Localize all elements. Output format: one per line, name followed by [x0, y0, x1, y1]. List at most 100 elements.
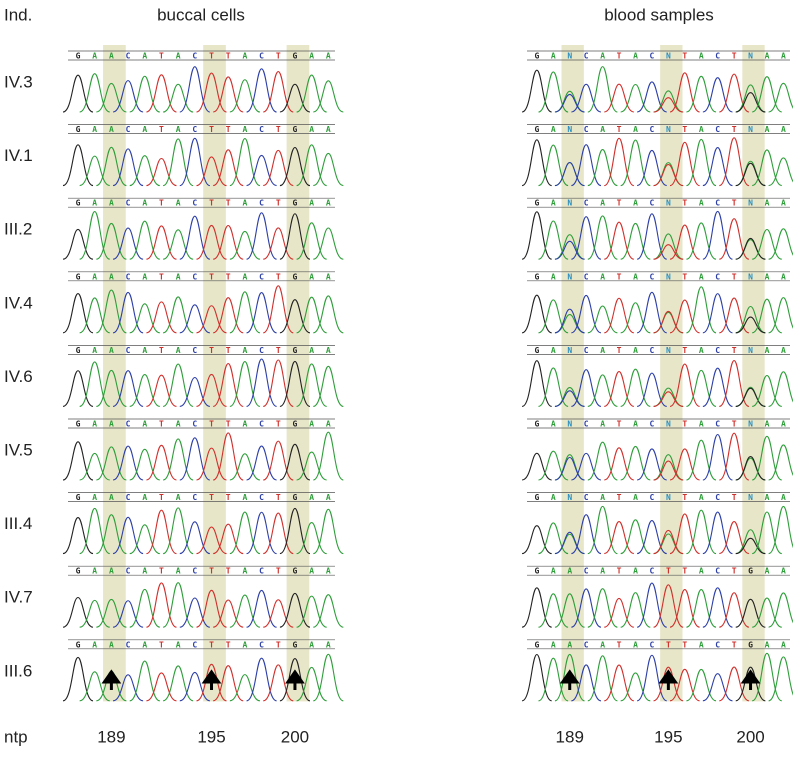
- peak: [554, 456, 585, 481]
- base-call: N: [567, 272, 572, 281]
- base-call: T: [159, 420, 164, 429]
- peak: [669, 668, 700, 702]
- peak: [79, 361, 110, 407]
- base-call: A: [765, 52, 770, 61]
- base-call: A: [242, 493, 247, 502]
- base-call: A: [326, 640, 331, 649]
- peak: [96, 369, 127, 407]
- peak: [735, 529, 766, 555]
- peak: [571, 216, 602, 260]
- base-call: C: [126, 640, 131, 649]
- base-call: A: [633, 199, 638, 208]
- peak: [735, 92, 766, 113]
- base-call: A: [92, 272, 97, 281]
- base-call: G: [293, 125, 298, 134]
- base-call: C: [584, 52, 589, 61]
- base-call: A: [781, 493, 786, 502]
- base-call: G: [76, 640, 81, 649]
- base-call: A: [92, 420, 97, 429]
- peak: [669, 589, 700, 628]
- peak: [702, 293, 733, 334]
- base-call: C: [192, 199, 197, 208]
- base-call: C: [259, 272, 264, 281]
- base-call: A: [109, 199, 114, 208]
- base-call: T: [159, 199, 164, 208]
- peak: [538, 657, 569, 702]
- base-call: T: [682, 346, 687, 355]
- peak: [162, 665, 194, 702]
- base-call: A: [781, 640, 786, 649]
- base-call: C: [126, 420, 131, 429]
- base-call: G: [76, 125, 81, 134]
- base-call: T: [617, 272, 622, 281]
- base-call: C: [715, 346, 720, 355]
- base-call: C: [259, 493, 264, 502]
- base-call: A: [176, 125, 181, 134]
- base-call: A: [242, 125, 247, 134]
- peak: [604, 447, 635, 481]
- base-call: A: [781, 272, 786, 281]
- peak: [768, 82, 793, 113]
- peak: [571, 664, 602, 702]
- peak: [162, 229, 194, 260]
- peak: [653, 244, 684, 260]
- base-call: A: [765, 346, 770, 355]
- base-call: A: [600, 125, 605, 134]
- base-call: A: [309, 346, 314, 355]
- base-call: A: [699, 199, 704, 208]
- base-call: A: [600, 567, 605, 576]
- peak: [313, 227, 344, 260]
- peak: [146, 374, 177, 407]
- base-call: A: [781, 420, 786, 429]
- peak: [62, 596, 94, 628]
- peak: [554, 531, 585, 555]
- base-call: A: [109, 420, 114, 429]
- peak: [129, 588, 161, 628]
- peak: [719, 360, 750, 407]
- peak: [669, 299, 700, 334]
- base-call: C: [715, 420, 720, 429]
- base-call: T: [732, 493, 737, 502]
- peak: [604, 83, 635, 113]
- base-call: A: [309, 640, 314, 649]
- base-call: A: [326, 272, 331, 281]
- base-call: C: [584, 567, 589, 576]
- base-call: A: [765, 125, 770, 134]
- peak: [263, 664, 294, 702]
- base-call: G: [76, 567, 81, 576]
- peak: [212, 362, 244, 407]
- individual-label: III.2: [4, 220, 32, 239]
- base-call: T: [732, 420, 737, 429]
- base-call: G: [76, 346, 81, 355]
- base-call: A: [142, 272, 147, 281]
- base-call: G: [76, 199, 81, 208]
- position-header: ntp: [4, 727, 28, 746]
- base-call: T: [226, 567, 231, 576]
- peak: [79, 671, 110, 702]
- base-call: T: [226, 640, 231, 649]
- peak: [719, 137, 750, 187]
- base-call: A: [242, 346, 247, 355]
- peak: [653, 310, 684, 334]
- base-call: A: [309, 567, 314, 576]
- peak: [719, 666, 750, 702]
- peak: [262, 512, 294, 555]
- peak: [112, 674, 144, 702]
- base-call: A: [309, 125, 314, 134]
- peak: [162, 296, 194, 334]
- peak: [686, 589, 717, 628]
- base-call: G: [534, 272, 539, 281]
- base-call: C: [650, 420, 655, 429]
- peak: [604, 520, 635, 555]
- peak: [129, 303, 160, 334]
- base-call: C: [584, 420, 589, 429]
- base-call: A: [326, 493, 331, 502]
- peak: [129, 448, 160, 481]
- base-call: C: [650, 640, 655, 649]
- base-call: A: [142, 52, 147, 61]
- peak: [669, 513, 700, 555]
- peak: [571, 144, 602, 187]
- base-call: T: [209, 420, 214, 429]
- peak: [212, 297, 244, 334]
- peak: [735, 316, 766, 334]
